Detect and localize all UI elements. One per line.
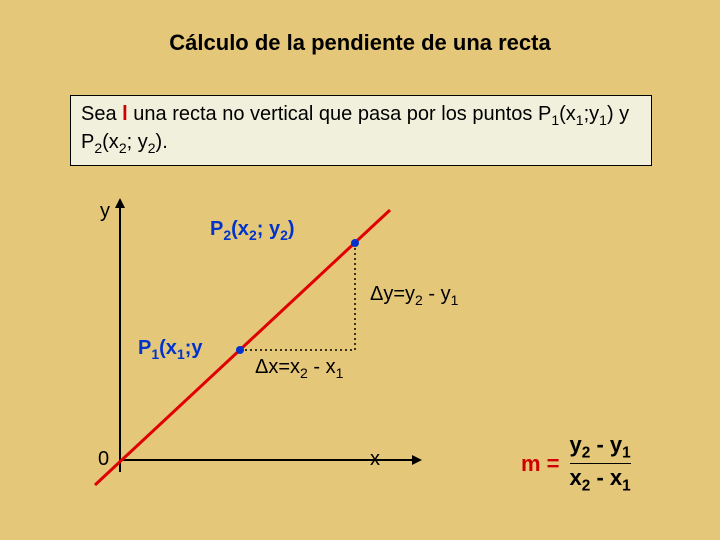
dy-s1: 2 xyxy=(415,292,423,308)
origin-text: 0 xyxy=(98,448,109,470)
p2-sub: 2 xyxy=(223,227,231,243)
dx-s2: 1 xyxy=(336,365,344,381)
p2-open: (x xyxy=(231,218,249,240)
x-axis-label: x xyxy=(370,448,380,471)
slope-formula: m = y2 - y1 x2 - x1 xyxy=(520,432,635,496)
den-mid: - x xyxy=(590,465,622,490)
p2-label: P2(x2; y2) xyxy=(210,218,295,243)
p1-open: (x xyxy=(159,337,177,359)
p1-xs: 1 xyxy=(177,346,185,362)
dy-mid: - y xyxy=(423,283,451,305)
dx-s1: 2 xyxy=(300,365,308,381)
den-s2: 1 xyxy=(622,478,631,495)
den-x: x xyxy=(570,465,582,490)
fraction-line xyxy=(570,463,631,464)
delta-x-label: Δx=x2 - x1 xyxy=(255,356,343,381)
num-mid: - y xyxy=(590,432,622,457)
delta-y-label: Δy=y2 - y1 xyxy=(370,283,458,308)
dx-pre: Δx=x xyxy=(255,356,300,378)
slide-canvas: Cálculo de la pendiente de una recta Sea… xyxy=(0,0,720,540)
p2-P: P xyxy=(210,218,223,240)
dy-s2: 1 xyxy=(451,292,459,308)
p1-P: P xyxy=(138,337,151,359)
p1-label: P1(x1;y xyxy=(138,337,203,362)
origin-label: 0 xyxy=(98,448,109,471)
p2-xs: 2 xyxy=(249,227,257,243)
num-y: y xyxy=(570,432,582,457)
p2-ys: 2 xyxy=(280,227,288,243)
num-s2: 1 xyxy=(622,444,631,461)
dx-mid: - x xyxy=(308,356,336,378)
y-axis-label: y xyxy=(100,200,110,223)
p2-mid: ; y xyxy=(257,218,280,240)
p1-sub: 1 xyxy=(151,346,159,362)
dy-pre: Δy=y xyxy=(370,283,415,305)
p1-mid: ;y xyxy=(185,337,203,359)
x-axis-text: x xyxy=(370,448,380,470)
y-axis-text: y xyxy=(100,200,110,222)
m-equals: m = xyxy=(521,451,560,476)
p2-close: ) xyxy=(288,218,295,240)
